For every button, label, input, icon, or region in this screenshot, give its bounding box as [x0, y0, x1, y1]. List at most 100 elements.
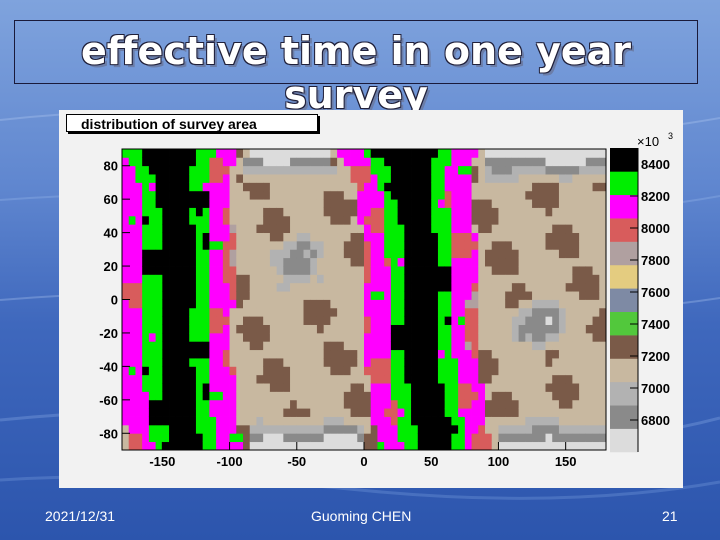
- heatmap-cell: [283, 424, 291, 434]
- heatmap-cell: [431, 391, 439, 401]
- heatmap-cell: [377, 408, 385, 417]
- heatmap-cell: [538, 316, 546, 325]
- heatmap-cell: [411, 408, 419, 417]
- heatmap-cell: [505, 408, 513, 417]
- heatmap-cell: [390, 182, 399, 192]
- heatmap-cell: [310, 441, 318, 451]
- heatmap-cell: [323, 249, 331, 259]
- heatmap-cell: [263, 149, 271, 158]
- heatmap-cell: [565, 441, 573, 451]
- heatmap-cell: [370, 332, 378, 342]
- heatmap-cell: [424, 249, 432, 259]
- heatmap-cell: [222, 249, 230, 259]
- heatmap-cell: [451, 441, 459, 451]
- heatmap-cell: [155, 291, 163, 300]
- heatmap-cell: [229, 274, 237, 284]
- heatmap-cell: [182, 199, 190, 208]
- heatmap-cell: [175, 291, 183, 300]
- heatmap-cell: [485, 291, 493, 300]
- heatmap-cell: [243, 324, 251, 334]
- heatmap-cell: [323, 424, 331, 434]
- heatmap-cell: [175, 215, 183, 225]
- heatmap-cell: [142, 190, 150, 200]
- heatmap-cell: [290, 341, 298, 351]
- heatmap-cell: [182, 274, 190, 284]
- heatmap-cell: [485, 441, 493, 451]
- heatmap-cell: [464, 374, 472, 384]
- heatmap-cell: [592, 433, 600, 443]
- heatmap-cell: [538, 199, 546, 208]
- heatmap-cell: [296, 358, 304, 367]
- heatmap-cell: [276, 307, 284, 317]
- heatmap-cell: [411, 224, 419, 234]
- heatmap-cell: [310, 149, 318, 158]
- heatmap-cell: [592, 316, 600, 325]
- color-palette: [610, 148, 639, 453]
- heatmap-cell: [269, 341, 278, 351]
- heatmap-cell: [370, 190, 378, 200]
- heatmap-cell: [269, 199, 278, 208]
- heatmap-cell: [263, 358, 271, 367]
- heatmap-cell: [236, 165, 244, 175]
- heatmap-cell: [269, 383, 278, 392]
- heatmap-cell: [256, 299, 264, 309]
- heatmap-cell: [424, 207, 432, 217]
- heatmap-cell: [209, 366, 217, 376]
- heatmap-cell: [182, 249, 190, 259]
- heatmap-cell: [343, 266, 351, 275]
- heatmap-cell: [370, 207, 378, 217]
- heatmap-cell: [135, 299, 143, 309]
- heatmap-cell: [444, 232, 452, 242]
- heatmap-cell: [162, 165, 170, 175]
- y-tick-label: 20: [104, 259, 118, 274]
- heatmap-cell: [558, 149, 567, 158]
- heatmap-cell: [417, 274, 425, 284]
- heatmap-cell: [209, 199, 217, 208]
- heatmap-cell: [290, 240, 298, 250]
- heatmap-cell: [558, 383, 567, 392]
- heatmap-cell: [195, 399, 204, 409]
- heatmap-cell: [209, 349, 217, 359]
- heatmap-cell: [458, 358, 466, 367]
- heatmap-cell: [485, 341, 493, 351]
- heatmap-cell: [135, 249, 143, 259]
- heatmap-cell: [404, 282, 412, 292]
- heatmap-cell: [558, 424, 567, 434]
- heatmap-cell: [276, 366, 284, 376]
- heatmap-cell: [189, 383, 197, 392]
- heatmap-cell: [202, 299, 210, 309]
- heatmap-cell: [437, 433, 446, 443]
- heatmap-cell: [135, 232, 143, 242]
- colorbar-exponent-power: 3: [668, 131, 673, 141]
- heatmap-cell: [431, 324, 439, 334]
- heatmap-cell: [323, 266, 331, 275]
- heatmap-cell: [189, 190, 197, 200]
- heatmap-cell: [350, 374, 358, 384]
- heatmap-cell: [216, 149, 224, 158]
- heatmap-cell: [572, 199, 580, 208]
- heatmap-cell: [545, 240, 553, 250]
- heatmap-cell: [142, 240, 150, 250]
- heatmap-cell: [411, 307, 419, 317]
- heatmap-cell: [269, 282, 278, 292]
- heatmap-cell: [565, 316, 573, 325]
- heatmap-cell: [370, 374, 378, 384]
- heatmap-cell: [195, 165, 204, 175]
- x-tick-label: 0: [360, 454, 367, 469]
- heatmap-cell: [249, 215, 257, 225]
- heatmap-cell: [343, 424, 351, 434]
- heatmap-cell: [195, 332, 204, 342]
- heatmap-cell: [404, 383, 412, 392]
- heatmap-cell: [558, 433, 567, 443]
- heatmap-cell: [424, 274, 432, 284]
- heatmap-cell: [169, 391, 177, 401]
- heatmap-cell: [579, 157, 587, 167]
- heatmap-cell: [552, 332, 560, 342]
- heatmap-cell: [364, 424, 372, 434]
- heatmap-cell: [303, 399, 311, 409]
- heatmap-cell: [122, 165, 130, 175]
- heatmap-cell: [364, 215, 372, 225]
- heatmap-cell: [256, 307, 264, 317]
- heatmap-cell: [350, 307, 358, 317]
- heatmap-cell: [525, 416, 533, 426]
